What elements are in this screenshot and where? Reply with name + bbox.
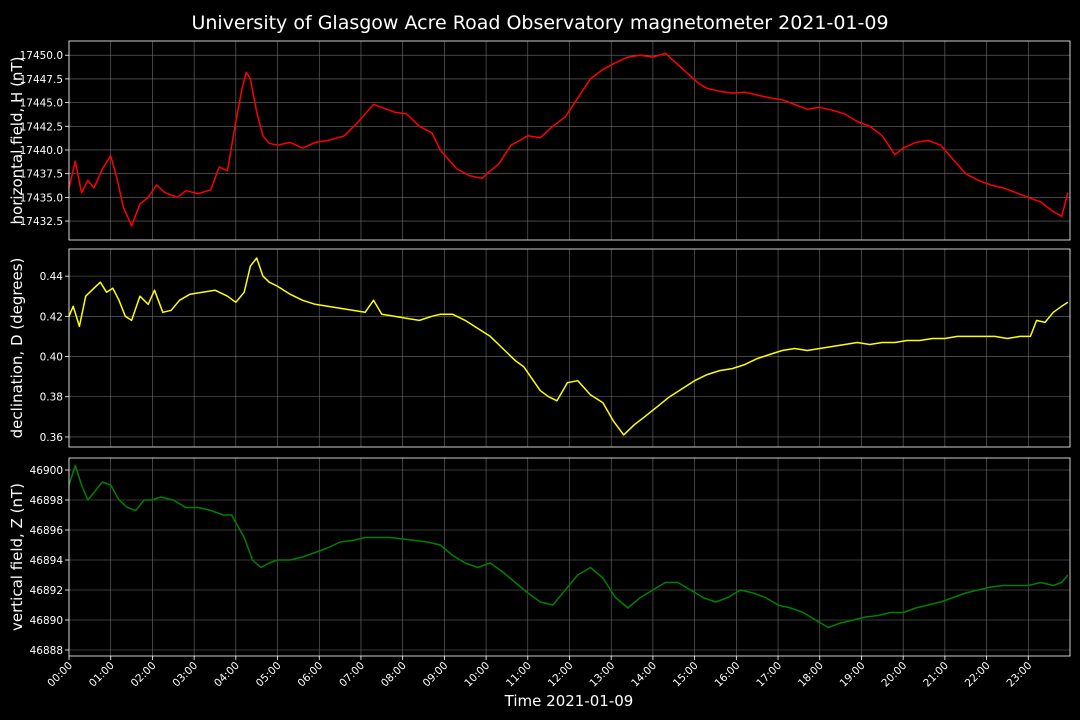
y-tick-label: 0.36 (40, 432, 64, 444)
x-tick-label: 12:00 (546, 660, 576, 690)
x-tick-label: 09:00 (421, 660, 451, 690)
x-tick-label: 13:00 (587, 660, 617, 690)
x-tick-label: 21:00 (921, 660, 951, 690)
panel-2: 0.36 0.38 0.40 0.42 0.44 declination, D (degr… (8, 248, 1071, 448)
y-tick-label: 0.40 (40, 352, 63, 364)
y-tick-label: 46898 (30, 495, 63, 507)
y-tick-label: 17440.0 (20, 145, 63, 157)
y-tick-label: 0.42 (40, 311, 63, 323)
y-tick-label: 46900 (30, 465, 63, 477)
y-tick-label: 0.38 (40, 392, 63, 404)
x-tick-label: 22:00 (963, 660, 993, 690)
series-line-3 (68, 464, 1069, 629)
y-tick-label: 17437.5 (20, 169, 63, 181)
x-tick-label: 10:00 (462, 660, 492, 690)
y-axis-label: declination, D (degrees) (8, 258, 26, 439)
series-line-2 (68, 257, 1069, 436)
panel-3: 46888 46890 46892 46894 46896 46898 46900 verti… (8, 457, 1071, 657)
x-tick-label: 06:00 (295, 660, 325, 690)
y-tick-label: 17432.5 (20, 216, 63, 228)
x-tick-label: 02:00 (129, 660, 159, 690)
y-tick-label: 17435.0 (20, 192, 63, 204)
x-axis: 00:00 01:00 02:00 03:00 04:00 05:00 06:00 07:00… (45, 656, 1034, 690)
y-tick-label: 46896 (30, 525, 64, 537)
series-line-1 (68, 52, 1069, 227)
y-tick-label: 17447.5 (20, 74, 63, 86)
y-axis-label: vertical field, Z (nT) (8, 483, 26, 631)
x-tick-label: 03:00 (170, 660, 200, 690)
x-tick-label: 08:00 (379, 660, 409, 690)
x-tick-label: 05:00 (254, 660, 284, 690)
x-tick-label: 14:00 (629, 660, 659, 690)
x-tick-label: 23:00 (1005, 660, 1035, 690)
x-tick-label: 01:00 (87, 660, 117, 690)
x-tick-label: 00:00 (45, 660, 75, 690)
panel-frame (68, 248, 1071, 448)
x-tick-label: 16:00 (713, 660, 743, 690)
x-axis-label: Time 2021-01-09 (504, 692, 634, 710)
y-tick-label: 17445.0 (20, 98, 63, 110)
panel-frame (68, 40, 1071, 241)
y-tick-label: 46890 (30, 615, 63, 627)
x-tick-label: 11:00 (504, 660, 534, 690)
y-tick-label: 17450.0 (20, 50, 63, 62)
y-tick-label: 46894 (30, 555, 64, 567)
x-tick-label: 04:00 (212, 660, 242, 690)
panel-1: 17432.5 17435.0 17437.5 17440.0 17442.5 17445… (8, 40, 1071, 241)
x-tick-label: 20:00 (879, 660, 909, 690)
x-tick-label: 07:00 (337, 660, 367, 690)
chart-title: University of Glasgow Acre Road Observat… (191, 12, 888, 34)
y-axis-label: horizontal field, H (nT) (8, 57, 26, 225)
y-tick-label: 0.44 (40, 271, 64, 283)
x-tick-label: 18:00 (796, 660, 826, 690)
x-tick-label: 19:00 (838, 660, 868, 690)
y-tick-label: 46888 (30, 645, 63, 657)
x-tick-label: 17:00 (754, 660, 784, 690)
panels: 17432.5 17435.0 17437.5 17440.0 17442.5 17445… (8, 40, 1071, 657)
y-tick-label: 46892 (30, 585, 63, 597)
x-tick-label: 15:00 (671, 660, 701, 690)
y-tick-label: 17442.5 (20, 121, 63, 133)
